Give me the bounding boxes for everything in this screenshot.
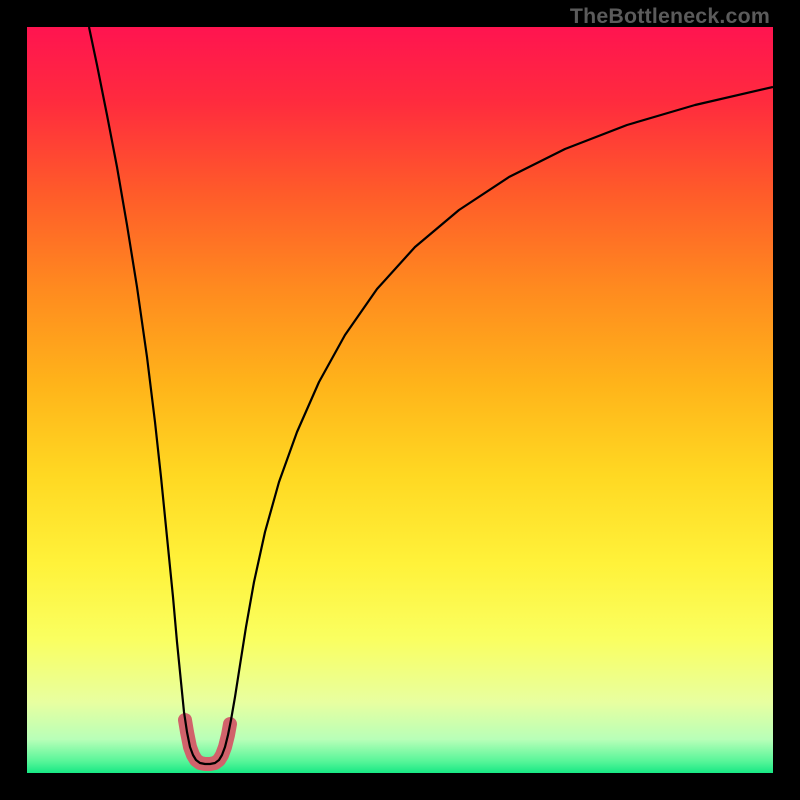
bottleneck-curve [89,27,773,764]
curve-layer [27,27,773,773]
chart-frame: TheBottleneck.com [0,0,800,800]
valley-highlight [185,720,230,764]
watermark-text: TheBottleneck.com [570,4,770,29]
plot-area [27,27,773,773]
